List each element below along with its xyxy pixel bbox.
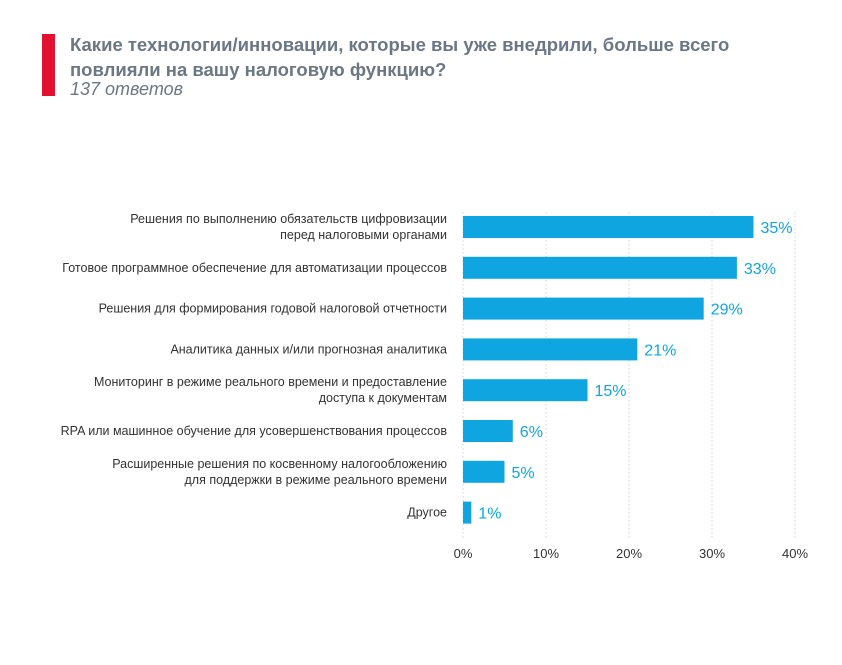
x-tick-label: 0%: [454, 546, 473, 561]
bar-value-label: 21%: [644, 342, 676, 359]
category-label: RPA или машинное обучение для усовершенс…: [61, 424, 448, 438]
category-label: Аналитика данных и/или прогнозная аналит…: [170, 342, 447, 356]
chart-subtitle: 137 ответов: [70, 79, 184, 99]
bar: [463, 420, 513, 442]
bar-value-label: 6%: [520, 424, 543, 441]
x-tick-label: 20%: [616, 546, 642, 561]
title-accent-bar: [42, 34, 55, 96]
bar: [463, 460, 505, 483]
x-tick-label: 40%: [782, 546, 808, 561]
bar: [463, 297, 704, 320]
bar: [463, 256, 737, 279]
bar-value-label: 33%: [744, 261, 776, 278]
category-label: Расширенные решения по косвенному налого…: [112, 457, 447, 487]
bar-value-label: 1%: [478, 506, 501, 523]
category-label: Решения для формирования годовой налогов…: [99, 302, 447, 316]
category-label: Мониторинг в режиме реального времени и …: [94, 375, 447, 405]
bar: [463, 216, 754, 238]
bar: [463, 338, 638, 361]
bar: [463, 379, 588, 402]
x-tick-label: 30%: [699, 546, 725, 561]
bar-value-label: 29%: [711, 302, 743, 319]
bar-value-label: 35%: [761, 220, 793, 237]
x-tick-label: 10%: [533, 546, 559, 561]
bar-value-label: 5%: [512, 465, 535, 482]
category-label: Готовое программное обеспечение для авто…: [62, 261, 447, 275]
bar: [463, 501, 472, 524]
category-label: Другое: [407, 506, 447, 520]
category-label: Решения по выполнению обязательств цифро…: [130, 212, 447, 242]
chart-title: Какие технологии/инновации, которые вы у…: [70, 34, 730, 80]
bar-value-label: 15%: [595, 383, 627, 400]
